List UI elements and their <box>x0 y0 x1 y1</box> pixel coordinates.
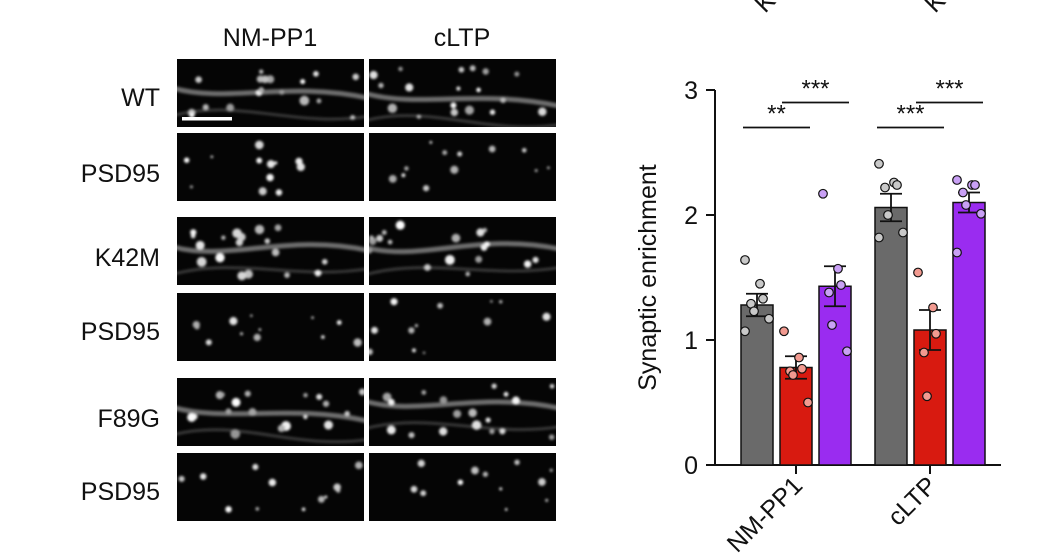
bar <box>952 201 986 466</box>
top-column-label: K <box>749 0 781 18</box>
data-point <box>764 313 774 324</box>
micrograph-panel <box>177 293 364 361</box>
data-point <box>913 267 923 278</box>
data-point <box>758 293 768 304</box>
y-tick-label: 3 <box>684 77 698 105</box>
significance-label: *** <box>896 101 924 128</box>
micrograph-panel <box>369 59 556 127</box>
bar <box>874 206 908 466</box>
row-label-k42m: K42M <box>94 244 160 272</box>
row-label-psd95-k42m: PSD95 <box>80 318 160 346</box>
data-point <box>931 328 941 339</box>
bar <box>818 285 852 466</box>
y-axis-label: Synaptic enrichment <box>634 164 662 391</box>
micrograph-panel <box>177 59 364 127</box>
y-tick-label: 1 <box>684 327 698 355</box>
micrograph-panel <box>369 453 556 521</box>
data-point <box>928 302 938 313</box>
data-point <box>788 370 798 380</box>
data-point <box>827 320 837 330</box>
data-point <box>922 391 932 402</box>
data-point <box>898 227 908 238</box>
data-point <box>883 210 893 220</box>
data-point <box>958 187 968 198</box>
column-label-nm-pp1: NM-PP1 <box>222 24 318 52</box>
row-label-wt: WT <box>121 84 160 112</box>
data-point <box>919 347 929 358</box>
data-point <box>976 208 986 219</box>
data-point <box>740 326 750 337</box>
data-point <box>833 263 843 274</box>
bar <box>779 366 813 466</box>
significance-label: ** <box>767 101 786 128</box>
row-label-psd95-f89g: PSD95 <box>80 478 160 506</box>
micrograph-panel <box>177 378 364 446</box>
row-label-psd95-wt: PSD95 <box>80 160 160 188</box>
data-point <box>824 287 834 298</box>
data-point <box>880 182 890 193</box>
y-tick-label: 2 <box>684 202 698 230</box>
micrograph-panel <box>177 133 364 201</box>
top-column-label: K <box>919 0 951 18</box>
significance-label: *** <box>801 76 829 103</box>
data-point <box>749 306 759 317</box>
significance-label: *** <box>935 76 963 103</box>
data-point <box>874 232 884 243</box>
x-tick-label: NM-PP1 <box>722 471 809 558</box>
data-point <box>794 352 804 363</box>
micrograph-panel <box>369 293 556 361</box>
data-point <box>797 363 807 374</box>
y-tick-label: 0 <box>684 452 698 480</box>
micrograph-panel <box>369 133 556 201</box>
data-point <box>961 200 971 210</box>
micrograph-panel <box>369 378 556 446</box>
data-point <box>818 188 828 199</box>
micrograph-panel <box>177 453 364 521</box>
data-point <box>740 255 750 265</box>
data-point <box>836 280 846 290</box>
x-tick-label: cLTP <box>882 471 942 531</box>
data-point <box>779 326 789 337</box>
micrograph-panel <box>177 217 364 285</box>
data-point <box>755 278 765 289</box>
column-label-cltp: cLTP <box>433 24 491 52</box>
row-label-f89g: F89G <box>97 405 160 433</box>
data-point <box>874 158 884 169</box>
data-point <box>803 397 813 408</box>
data-point <box>970 180 980 190</box>
data-point <box>952 247 962 258</box>
data-point <box>892 180 902 190</box>
scale-bar <box>182 117 232 121</box>
micrograph-panel <box>369 217 556 285</box>
data-point <box>842 346 852 357</box>
data-point <box>952 175 962 185</box>
